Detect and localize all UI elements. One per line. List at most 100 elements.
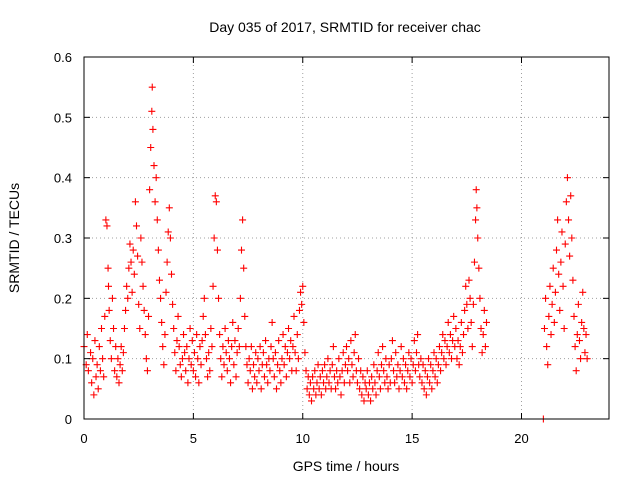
data-point [561,240,569,248]
data-point [94,385,102,393]
data-point [454,337,462,345]
data-point [402,361,410,369]
data-point [220,361,228,369]
data-point [483,318,490,326]
data-point [188,337,196,345]
data-point [253,379,261,387]
data-point [274,361,282,369]
data-point [148,83,156,91]
data-point [464,325,472,332]
data-point [462,282,470,290]
data-point [116,361,124,369]
data-point [131,198,139,206]
data-point [208,343,216,351]
data-point [150,162,158,170]
data-point [476,294,484,302]
data-point [358,391,366,399]
data-point [231,337,239,345]
data-point [192,373,200,381]
data-point [399,355,407,363]
data-point [177,373,185,381]
chart-title: Day 035 of 2017, SRMTID for receiver cha… [209,19,481,35]
data-point [347,337,355,345]
data-point [582,331,590,339]
data-point [182,367,190,375]
data-point [398,373,406,381]
data-point [232,373,240,381]
data-point [170,325,178,332]
data-point [263,361,271,369]
data-point [356,385,364,393]
data-point [140,306,148,314]
data-point [300,318,308,326]
axis-ticks: 0 5 10 15 20 0 0.1 0.2 0.3 0.4 0.5 0.6 [54,50,609,446]
data-point [269,355,277,363]
data-point [455,361,463,369]
data-point [289,343,297,351]
data-point [395,385,403,393]
data-point [309,373,317,381]
data-point [429,367,437,375]
data-point [135,300,143,308]
data-point [466,294,474,302]
data-point [199,312,207,320]
data-point [574,300,582,308]
data-point [458,349,466,357]
data-point [181,349,189,357]
data-point [346,379,354,387]
data-point [257,385,265,393]
data-point [557,258,565,266]
data-point [479,331,487,339]
data-point [438,349,446,357]
y-tick-label: 0.6 [54,50,72,65]
data-point [343,343,350,351]
data-point [397,343,405,351]
data-point [83,331,91,339]
data-points [80,83,591,423]
data-point [373,367,381,375]
data-point [276,367,284,375]
data-point [187,361,195,369]
data-point [353,379,361,387]
data-point [351,331,359,339]
data-point [282,373,290,381]
data-point [363,367,371,375]
data-point [171,349,179,357]
data-point [251,373,259,381]
data-point [474,234,482,242]
data-point [117,343,125,351]
data-point [213,246,221,254]
data-point [218,373,226,381]
data-point [542,294,550,302]
data-point [147,144,155,151]
y-tick-label: 0.5 [54,110,72,125]
x-tick-label: 5 [190,431,197,446]
data-point [293,331,301,339]
data-point [223,367,231,375]
data-point [362,385,370,393]
data-point [168,270,175,278]
data-point [96,367,104,375]
data-point [565,216,573,224]
data-point [233,349,241,357]
data-point [228,343,236,351]
data-point [185,355,193,363]
data-point [142,355,150,363]
data-point [420,385,428,393]
data-point [186,325,194,332]
data-point [547,331,555,339]
x-tick-label: 0 [80,431,87,446]
y-tick-label: 0 [65,412,72,427]
data-point [405,349,413,357]
data-point [452,325,460,332]
data-point [275,337,283,345]
data-point [569,276,577,284]
data-point [234,325,242,332]
data-point [316,373,324,381]
data-point [130,270,138,278]
data-point [124,294,132,302]
data-point [384,385,392,393]
data-point [222,349,230,357]
data-point [190,349,198,357]
